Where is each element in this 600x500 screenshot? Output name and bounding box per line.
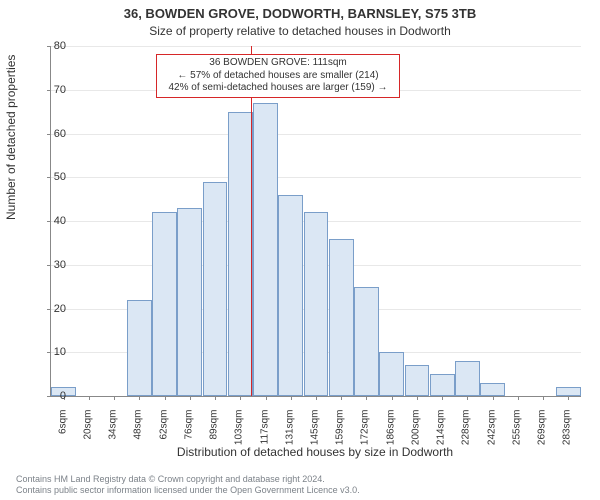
x-tick-mark	[518, 396, 519, 400]
x-tick-label: 159sqm	[335, 410, 346, 460]
y-tick-label: 60	[36, 128, 66, 140]
x-tick-label: 172sqm	[360, 410, 371, 460]
x-tick-mark	[316, 396, 317, 400]
histogram-bar	[329, 239, 354, 397]
footer-attribution: Contains HM Land Registry data © Crown c…	[16, 474, 360, 496]
y-tick-label: 50	[36, 171, 66, 183]
x-tick-label: 242sqm	[486, 410, 497, 460]
histogram-bar	[228, 112, 253, 396]
x-tick-mark	[442, 396, 443, 400]
plot-area: 36 BOWDEN GROVE: 111sqm ← 57% of detache…	[50, 46, 581, 397]
histogram-bar	[278, 195, 303, 396]
histogram-chart: 36, BOWDEN GROVE, DODWORTH, BARNSLEY, S7…	[0, 0, 600, 500]
histogram-bar	[480, 383, 505, 396]
histogram-bar	[556, 387, 581, 396]
x-tick-mark	[215, 396, 216, 400]
x-tick-label: 269sqm	[537, 410, 548, 460]
y-gridline	[51, 177, 581, 178]
x-tick-label: 20sqm	[82, 410, 93, 460]
x-tick-label: 200sqm	[410, 410, 421, 460]
x-tick-label: 34sqm	[108, 410, 119, 460]
x-tick-mark	[392, 396, 393, 400]
x-tick-label: 131sqm	[284, 410, 295, 460]
reference-line	[251, 46, 252, 396]
x-tick-mark	[341, 396, 342, 400]
histogram-bar	[379, 352, 404, 396]
annotation-line2: ← 57% of detached houses are smaller (21…	[163, 70, 393, 83]
x-tick-label: 48sqm	[133, 410, 144, 460]
x-tick-label: 76sqm	[183, 410, 194, 460]
histogram-bar	[354, 287, 379, 396]
y-tick-label: 40	[36, 215, 66, 227]
x-tick-mark	[165, 396, 166, 400]
histogram-bar	[152, 212, 177, 396]
x-tick-mark	[467, 396, 468, 400]
x-tick-label: 145sqm	[310, 410, 321, 460]
x-tick-mark	[266, 396, 267, 400]
x-tick-label: 283sqm	[562, 410, 573, 460]
x-tick-mark	[568, 396, 569, 400]
histogram-bar	[253, 103, 278, 396]
x-tick-label: 89sqm	[209, 410, 220, 460]
x-tick-mark	[240, 396, 241, 400]
x-tick-label: 255sqm	[511, 410, 522, 460]
x-tick-label: 117sqm	[259, 410, 270, 460]
x-tick-mark	[89, 396, 90, 400]
x-tick-mark	[114, 396, 115, 400]
y-tick-label: 30	[36, 259, 66, 271]
x-tick-mark	[139, 396, 140, 400]
annotation-line1: 36 BOWDEN GROVE: 111sqm	[163, 57, 393, 70]
x-tick-mark	[543, 396, 544, 400]
y-gridline	[51, 134, 581, 135]
footer-line2: Contains public sector information licen…	[16, 485, 360, 496]
histogram-bar	[127, 300, 152, 396]
histogram-bar	[430, 374, 455, 396]
annotation-box: 36 BOWDEN GROVE: 111sqm ← 57% of detache…	[156, 54, 400, 98]
chart-title-line1: 36, BOWDEN GROVE, DODWORTH, BARNSLEY, S7…	[0, 6, 600, 21]
histogram-bar	[304, 212, 329, 396]
x-tick-label: 186sqm	[385, 410, 396, 460]
x-tick-mark	[493, 396, 494, 400]
y-tick-label: 0	[36, 390, 66, 402]
y-axis-label: Number of detached properties	[4, 55, 18, 220]
x-tick-mark	[190, 396, 191, 400]
histogram-bar	[203, 182, 228, 396]
x-tick-label: 214sqm	[436, 410, 447, 460]
y-tick-label: 10	[36, 346, 66, 358]
x-tick-label: 103sqm	[234, 410, 245, 460]
x-tick-label: 62sqm	[158, 410, 169, 460]
x-tick-mark	[291, 396, 292, 400]
x-tick-label: 228sqm	[461, 410, 472, 460]
chart-title-line2: Size of property relative to detached ho…	[0, 24, 600, 38]
y-tick-label: 70	[36, 84, 66, 96]
x-tick-mark	[417, 396, 418, 400]
annotation-line3: 42% of semi-detached houses are larger (…	[163, 82, 393, 95]
histogram-bar	[405, 365, 430, 396]
x-tick-label: 6sqm	[57, 410, 68, 460]
histogram-bar	[177, 208, 202, 396]
x-tick-mark	[366, 396, 367, 400]
footer-line1: Contains HM Land Registry data © Crown c…	[16, 474, 360, 485]
y-tick-label: 20	[36, 303, 66, 315]
y-gridline	[51, 46, 581, 47]
y-tick-label: 80	[36, 40, 66, 52]
histogram-bar	[455, 361, 480, 396]
